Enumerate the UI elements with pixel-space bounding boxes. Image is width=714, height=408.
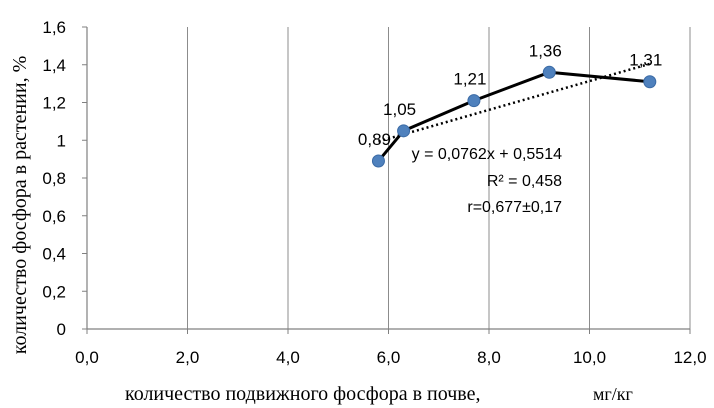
y-tick-label: 0,4: [42, 245, 66, 264]
x-tick-label: 10,0: [573, 348, 606, 367]
r-squared-annotation: R² = 0,458: [487, 173, 562, 190]
y-tick-label: 0,8: [42, 169, 66, 188]
x-tick-label: 2,0: [176, 348, 200, 367]
axes: [82, 26, 691, 334]
data-point: [643, 75, 657, 89]
equation-annotation: y = 0,0762x + 0,5514: [412, 146, 562, 163]
data-label: 1,36: [529, 41, 562, 60]
data-label: 1,05: [383, 100, 416, 119]
x-tick-label: 8,0: [477, 348, 501, 367]
data-points: [371, 65, 657, 168]
x-axis-unit: мг/кг: [593, 384, 633, 404]
y-tick-label: 1,2: [42, 94, 66, 113]
data-labels: 0,89 1,05 1,21 1,36 1,31: [358, 41, 662, 149]
data-label: 0,89: [358, 130, 391, 149]
y-axis-label: количество фосфора в растении, %: [9, 56, 31, 354]
data-label: 1,31: [629, 51, 662, 70]
gridlines: [187, 27, 691, 329]
y-tick-label: 0,6: [42, 207, 66, 226]
data-point: [467, 94, 481, 108]
data-point: [542, 65, 556, 79]
x-tick-label: 4,0: [276, 348, 300, 367]
x-tick-label: 6,0: [377, 348, 401, 367]
trendline: [378, 62, 651, 143]
data-label: 1,21: [453, 70, 486, 89]
x-axis-label: количество подвижного фосфора в почве,: [125, 383, 480, 405]
trendline-layer: [378, 62, 651, 143]
y-tick-label: 0,2: [42, 282, 66, 301]
y-tick-label: 1: [57, 131, 66, 150]
y-tick-label: 1,4: [42, 56, 66, 75]
correlation-annotation: r=0,677±0,17: [467, 199, 562, 216]
y-tick-label: 0: [57, 320, 66, 339]
tick-labels: 0,0 2,0 4,0 6,0 8,0 10,0 12,0 0 0,2 0,4 0,6 0,8 1 1,2…: [42, 18, 706, 367]
data-point: [371, 154, 385, 168]
x-tick-label: 12,0: [673, 348, 706, 367]
x-tick-label: 0,0: [75, 348, 99, 367]
y-tick-label: 1,6: [42, 18, 66, 37]
data-point: [397, 124, 411, 138]
